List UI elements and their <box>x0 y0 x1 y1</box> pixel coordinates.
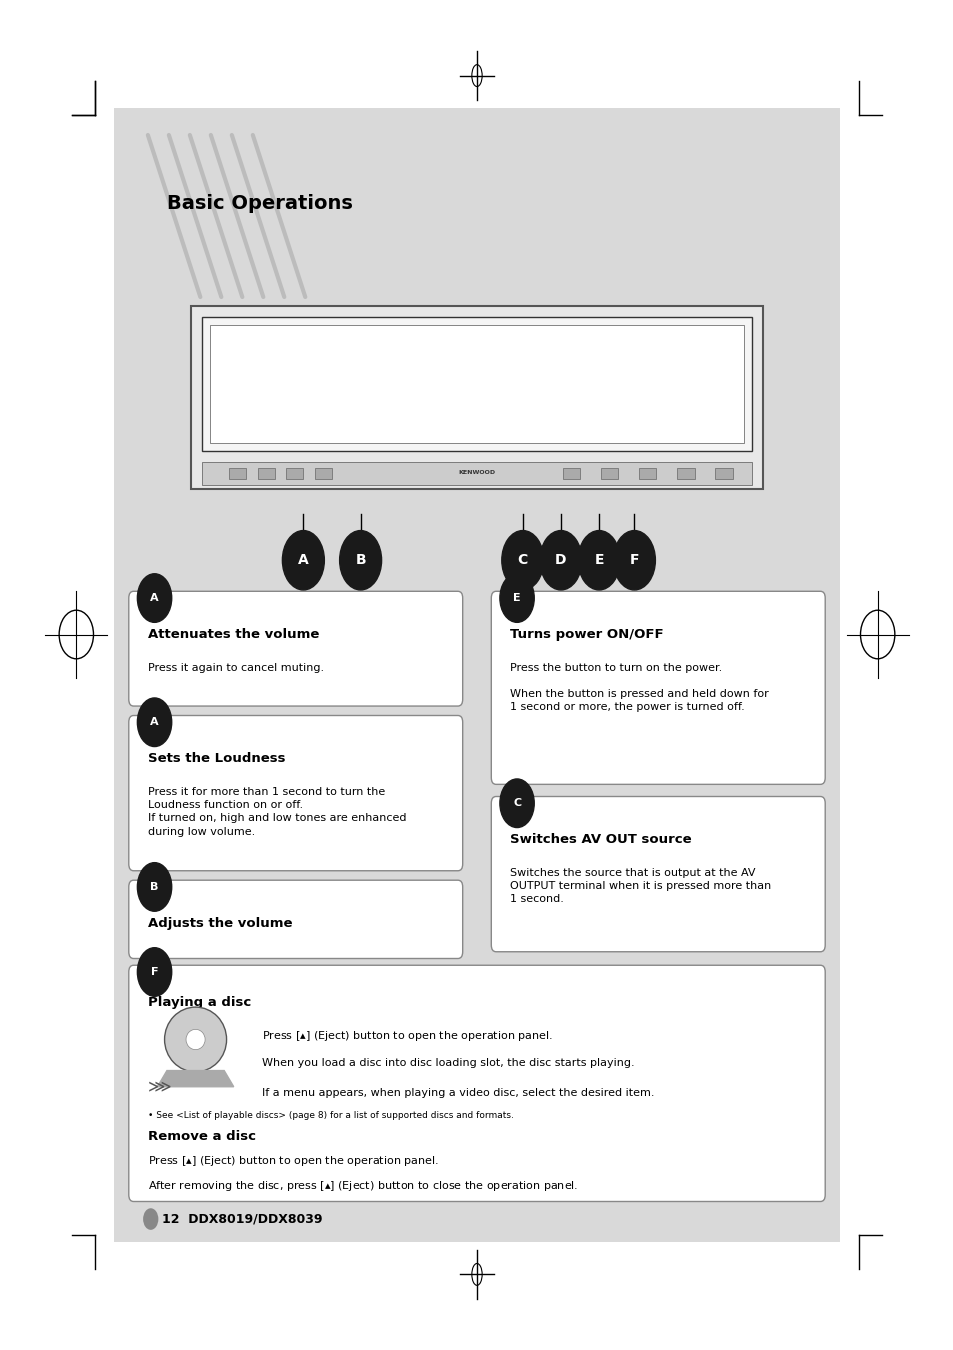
Text: Press the button to turn on the power.

When the button is pressed and held down: Press the button to turn on the power. W… <box>510 663 768 713</box>
Text: Press it for more than 1 second to turn the
Loudness function on or off.
If turn: Press it for more than 1 second to turn … <box>148 787 406 837</box>
Text: Switches AV OUT source: Switches AV OUT source <box>510 833 691 846</box>
Text: Attenuates the volume: Attenuates the volume <box>148 628 319 641</box>
Text: Press [$\blacktriangle$] (Eject) button to open the operation panel.: Press [$\blacktriangle$] (Eject) button … <box>148 1154 438 1168</box>
FancyBboxPatch shape <box>677 468 694 479</box>
Ellipse shape <box>186 1029 205 1050</box>
Text: C: C <box>513 798 520 809</box>
Circle shape <box>137 698 172 747</box>
FancyBboxPatch shape <box>314 468 332 479</box>
Circle shape <box>578 531 619 590</box>
Circle shape <box>137 863 172 911</box>
FancyBboxPatch shape <box>129 591 462 706</box>
FancyBboxPatch shape <box>639 468 656 479</box>
Text: If a menu appears, when playing a video disc, select the desired item.: If a menu appears, when playing a video … <box>262 1088 654 1098</box>
Text: 12  DDX8019/DDX8039: 12 DDX8019/DDX8039 <box>162 1212 322 1226</box>
Circle shape <box>613 531 655 590</box>
Text: A: A <box>150 717 159 728</box>
Text: After removing the disc, press [$\blacktriangle$] (Eject) button to close the op: After removing the disc, press [$\blackt… <box>148 1179 578 1192</box>
Text: ⋙: ⋙ <box>148 1077 172 1096</box>
FancyBboxPatch shape <box>129 965 824 1202</box>
Text: E: E <box>513 593 520 603</box>
Text: F: F <box>151 967 158 977</box>
Text: E: E <box>594 554 603 567</box>
FancyBboxPatch shape <box>562 468 579 479</box>
Text: B: B <box>355 554 366 567</box>
FancyBboxPatch shape <box>129 880 462 958</box>
Circle shape <box>137 948 172 996</box>
Text: Playing a disc: Playing a disc <box>148 996 251 1010</box>
Circle shape <box>501 531 543 590</box>
FancyBboxPatch shape <box>229 468 246 479</box>
Circle shape <box>499 779 534 828</box>
Text: Switches the source that is output at the AV
OUTPUT terminal when it is pressed : Switches the source that is output at th… <box>510 868 771 905</box>
Text: A: A <box>297 554 309 567</box>
Text: KENWOOD: KENWOOD <box>458 470 495 475</box>
Text: • See <List of playable discs> (page 8) for a list of supported discs and format: • See <List of playable discs> (page 8) … <box>148 1111 514 1120</box>
FancyBboxPatch shape <box>257 468 274 479</box>
FancyBboxPatch shape <box>114 108 839 1242</box>
Circle shape <box>499 574 534 622</box>
Text: Press it again to cancel muting.: Press it again to cancel muting. <box>148 663 324 672</box>
Text: Basic Operations: Basic Operations <box>167 194 353 213</box>
Ellipse shape <box>165 1007 227 1072</box>
Circle shape <box>282 531 324 590</box>
FancyBboxPatch shape <box>202 462 751 485</box>
Text: Remove a disc: Remove a disc <box>148 1130 255 1143</box>
FancyBboxPatch shape <box>202 317 751 451</box>
Text: A: A <box>150 593 159 603</box>
Text: C: C <box>517 554 527 567</box>
Text: Sets the Loudness: Sets the Loudness <box>148 752 285 765</box>
Text: F: F <box>629 554 639 567</box>
Circle shape <box>539 531 581 590</box>
FancyBboxPatch shape <box>491 591 824 784</box>
Text: B: B <box>151 882 158 892</box>
Circle shape <box>339 531 381 590</box>
Polygon shape <box>157 1071 233 1087</box>
Circle shape <box>143 1208 158 1230</box>
FancyBboxPatch shape <box>129 716 462 871</box>
FancyBboxPatch shape <box>286 468 303 479</box>
Text: Turns power ON/OFF: Turns power ON/OFF <box>510 628 663 641</box>
Text: D: D <box>555 554 566 567</box>
Circle shape <box>137 574 172 622</box>
FancyBboxPatch shape <box>600 468 618 479</box>
Text: Press [$\blacktriangle$] (Eject) button to open the operation panel.: Press [$\blacktriangle$] (Eject) button … <box>262 1029 553 1042</box>
FancyBboxPatch shape <box>491 796 824 952</box>
Text: Adjusts the volume: Adjusts the volume <box>148 917 292 930</box>
FancyBboxPatch shape <box>210 325 743 443</box>
FancyBboxPatch shape <box>191 306 762 489</box>
FancyBboxPatch shape <box>715 468 732 479</box>
Text: When you load a disc into disc loading slot, the disc starts playing.: When you load a disc into disc loading s… <box>262 1058 635 1068</box>
